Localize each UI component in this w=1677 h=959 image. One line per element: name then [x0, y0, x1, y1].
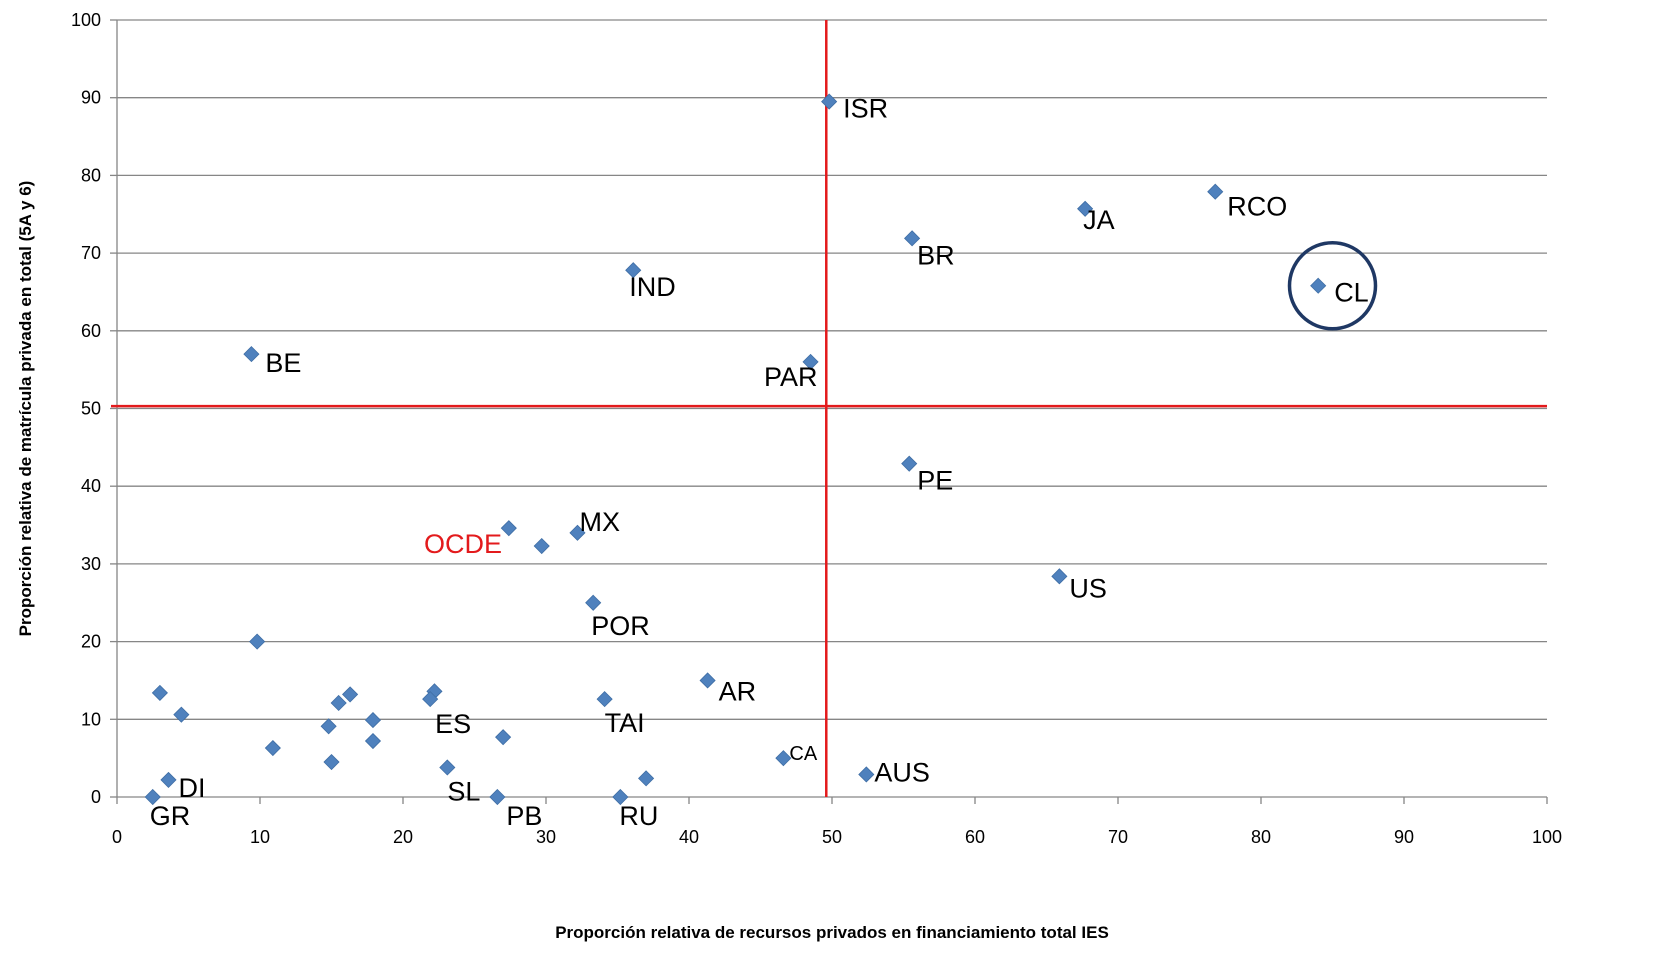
- x-tick-label: 30: [536, 827, 556, 847]
- data-point: [323, 753, 340, 771]
- data-point: [243, 346, 260, 363]
- data-point: [342, 686, 359, 703]
- data-point: [160, 771, 177, 788]
- y-tick-label: 80: [81, 165, 101, 185]
- point-label: IND: [629, 272, 676, 302]
- y-axis-title: Proporción relativa de matrícula privada…: [16, 181, 35, 637]
- data-point: [264, 739, 281, 757]
- highlight-circle: [1287, 240, 1378, 331]
- data-point: [821, 93, 838, 110]
- point-label: JA: [1083, 205, 1115, 235]
- data-point: [1207, 183, 1224, 200]
- y-tick-label: 70: [81, 243, 101, 263]
- data-point: [439, 759, 456, 776]
- point-label: BE: [265, 348, 301, 378]
- y-tick-label: 50: [81, 399, 101, 419]
- point-label: CA: [789, 743, 817, 765]
- point-label: PB: [506, 801, 542, 831]
- point-label: PE: [917, 466, 953, 496]
- tick-labels: 0 10 20 30 40 50 60 70 80 90 100 0 10 20 30 40 50 60 70 80 9…: [71, 10, 1562, 847]
- point-label: SL: [447, 776, 480, 806]
- data-point: [364, 712, 382, 729]
- point-labels: ISR RCO JA BR IND CL BE PAR PE MX US POR AR ES TAI CA SL…: [150, 94, 1369, 831]
- data-point: [533, 537, 550, 555]
- x-tick-label: 20: [393, 827, 413, 847]
- data-point: [1051, 568, 1068, 585]
- data-point: [495, 729, 512, 746]
- point-label: AUS: [874, 757, 930, 787]
- ocde-annotation: OCDE: [424, 529, 502, 559]
- data-point: [775, 750, 792, 767]
- data-point: [330, 694, 347, 712]
- x-tick-label: 10: [250, 827, 270, 847]
- point-label: DI: [178, 773, 205, 803]
- x-tick-label: 80: [1251, 827, 1271, 847]
- data-point: [151, 684, 168, 701]
- y-tick-label: 0: [91, 787, 101, 807]
- y-tick-label: 90: [81, 88, 101, 108]
- point-label: CL: [1334, 278, 1369, 308]
- y-tick-label: 60: [81, 321, 101, 341]
- data-point: [320, 718, 337, 735]
- x-tick-label: 50: [822, 827, 842, 847]
- point-label: RU: [619, 801, 658, 831]
- y-tick-label: 100: [71, 10, 101, 30]
- grid-lines: [117, 19, 1547, 798]
- point-label: AR: [719, 676, 757, 706]
- data-point: [1077, 200, 1094, 217]
- data-point: [625, 262, 642, 279]
- y-tick-label: 10: [81, 709, 101, 729]
- point-label: ES: [435, 709, 471, 739]
- data-point: [489, 788, 506, 806]
- data-point: [802, 353, 819, 370]
- data-point: [901, 455, 918, 472]
- data-point: [249, 633, 266, 650]
- chart-annotations: OCDE: [424, 240, 1378, 559]
- data-point: [596, 691, 613, 708]
- point-label: POR: [591, 611, 650, 641]
- data-points: [144, 93, 1327, 806]
- point-label: BR: [917, 240, 955, 270]
- data-point: [569, 524, 586, 541]
- data-point: [612, 788, 629, 806]
- data-point: [585, 594, 602, 611]
- x-tick-label: 40: [679, 827, 699, 847]
- reference-lines: [111, 20, 1547, 797]
- y-tick-label: 30: [81, 554, 101, 574]
- point-label: RCO: [1227, 192, 1287, 222]
- plot-axes: [110, 19, 1548, 804]
- point-label: PAR: [764, 362, 818, 392]
- data-point: [364, 732, 382, 750]
- x-tick-label: 0: [112, 827, 122, 847]
- x-tick-label: 60: [965, 827, 985, 847]
- data-point: [638, 770, 655, 787]
- data-point: [1310, 277, 1327, 294]
- x-tick-label: 70: [1108, 827, 1128, 847]
- point-label: ISR: [843, 94, 888, 124]
- point-label: US: [1069, 573, 1107, 603]
- data-point: [173, 706, 190, 723]
- x-tick-label: 100: [1532, 827, 1562, 847]
- x-tick-label: 90: [1394, 827, 1414, 847]
- point-label: MX: [579, 507, 620, 537]
- y-tick-label: 40: [81, 476, 101, 496]
- data-point: [699, 672, 716, 689]
- data-point: [144, 788, 161, 806]
- data-point: [858, 766, 875, 783]
- data-point: [500, 520, 517, 537]
- data-point: [422, 691, 439, 708]
- x-axis-title: Proporción relativa de recursos privados…: [555, 923, 1109, 942]
- y-tick-label: 20: [81, 632, 101, 652]
- point-label: TAI: [605, 708, 645, 738]
- data-point: [904, 230, 921, 247]
- point-label: GR: [150, 801, 191, 831]
